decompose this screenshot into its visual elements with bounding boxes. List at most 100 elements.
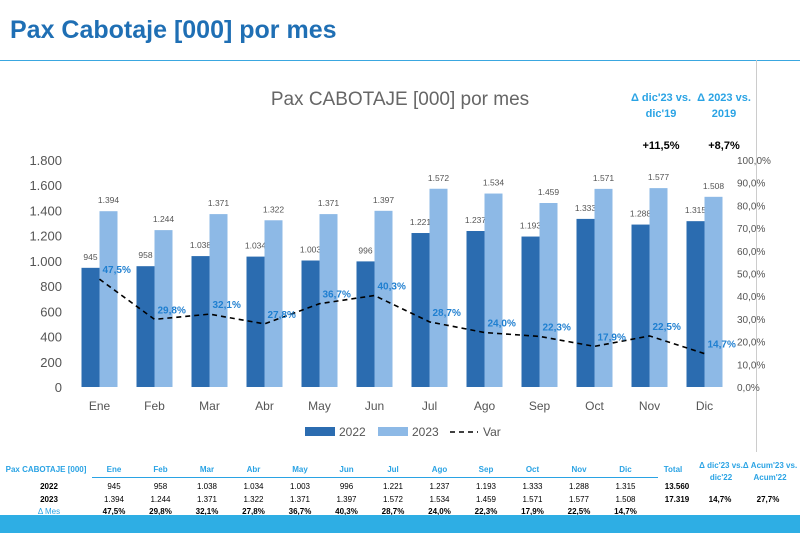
kpi-label: Δ 2023 vs. 2019 — [697, 92, 751, 120]
bar-label: 1.371 — [318, 198, 340, 208]
bar-label: 1.193 — [520, 221, 542, 231]
table-cell: 1.394 — [103, 494, 125, 504]
y2-tick-label: 30,0% — [737, 315, 765, 326]
y2-tick-label: 70,0% — [737, 224, 765, 235]
x-tick-label: Sep — [529, 399, 551, 413]
table-col-header: Abr — [246, 465, 261, 474]
table-cell: 1.315 — [615, 482, 636, 491]
bar-label: 1.322 — [263, 204, 285, 214]
table-cell: 1.508 — [615, 494, 636, 504]
bar-2023 — [264, 220, 283, 387]
bar-2022 — [191, 256, 210, 387]
x-tick-label: Nov — [639, 399, 660, 413]
legend-swatch-2023 — [378, 427, 408, 436]
y-tick-label: 200 — [40, 355, 62, 370]
var-label: 24,0% — [488, 319, 516, 330]
table-cell: 22,5% — [567, 507, 591, 516]
bar-2022 — [466, 231, 485, 387]
var-label: 36,7% — [323, 290, 351, 301]
table-total: 17.319 — [664, 494, 690, 504]
y-tick-label: 400 — [40, 330, 62, 345]
y2-tick-label: 50,0% — [737, 270, 765, 281]
bar-label: 1.221 — [410, 217, 432, 227]
table-col-header: Feb — [153, 465, 168, 474]
bar-2022 — [686, 221, 705, 387]
bar-2022 — [356, 261, 375, 387]
table-col-header: Ago — [431, 465, 448, 474]
bar-label: 1.244 — [153, 214, 175, 224]
title-divider — [0, 60, 800, 61]
bar-2023 — [539, 203, 558, 387]
bar-2022 — [136, 266, 155, 387]
x-tick-label: Feb — [144, 399, 165, 413]
x-tick-label: Jun — [365, 399, 384, 413]
y-tick-label: 1.800 — [29, 153, 62, 168]
bar-label: 1.003 — [300, 245, 322, 255]
kpi-2023-vs-2019: Δ 2023 vs. 2019 +8,7% — [694, 90, 754, 152]
bar-2022 — [631, 224, 650, 387]
table-row-label: 2023 — [40, 494, 58, 504]
table-cell: 36,7% — [288, 507, 312, 516]
table-cell: 47,5% — [102, 507, 126, 516]
table-header: Pax CABOTAJE [000] — [5, 465, 87, 474]
kpi-value: +11,5% — [642, 140, 680, 152]
table-cell: 1.577 — [568, 494, 590, 504]
kpi-value: +8,7% — [708, 140, 740, 152]
y2-tick-label: 60,0% — [737, 247, 765, 258]
bar-label: 1.288 — [630, 209, 652, 219]
bar-label: 1.508 — [703, 181, 725, 191]
bar-2023 — [209, 214, 228, 387]
table-cell: 29,8% — [149, 507, 172, 516]
var-label: 47,5% — [103, 265, 131, 276]
table-cell: 14,7% — [614, 507, 637, 516]
bar-2023 — [374, 210, 393, 387]
table-cell: 17,9% — [521, 507, 544, 516]
y2-tick-label: 90,0% — [737, 179, 765, 190]
table-cell: 27,8% — [242, 507, 265, 516]
table-cell: 1.534 — [429, 494, 450, 504]
bar-2023 — [154, 230, 173, 387]
bar-label: 1.333 — [575, 203, 597, 213]
footer-band — [0, 515, 800, 533]
table-cell: 996 — [339, 482, 354, 491]
table-cell: 1.397 — [336, 494, 357, 504]
y-tick-label: 1.400 — [29, 203, 62, 218]
x-tick-label: Ene — [89, 399, 111, 413]
table-cell: 1.459 — [475, 494, 497, 504]
table-col-header: Nov — [571, 465, 587, 474]
bar-2023 — [319, 214, 338, 387]
bar-2022 — [521, 236, 540, 387]
table-col-header: Oct — [525, 465, 540, 474]
bar-2022 — [576, 218, 595, 387]
chart-title: Pax CABOTAJE [000] por mes — [271, 89, 529, 110]
table-cell: 22,3% — [474, 507, 498, 516]
table-cell: 1.193 — [475, 482, 497, 491]
table-cell: 28,7% — [381, 507, 405, 516]
table-cell: 958 — [153, 482, 168, 491]
bar-label: 1.038 — [190, 240, 212, 250]
bar-label: 1.394 — [98, 195, 120, 205]
bar-2022 — [301, 260, 320, 387]
table-row-label: 2022 — [40, 482, 58, 491]
x-tick-label: Ago — [474, 399, 496, 413]
y2-tick-label: 0,0% — [737, 383, 760, 394]
x-tick-label: May — [308, 399, 331, 413]
bar-2023 — [484, 193, 503, 387]
table-col-header: Δ dic'23 vs. dic'22 — [699, 461, 743, 482]
table-col-header: Total — [663, 465, 683, 474]
bar-2022 — [246, 256, 265, 387]
table-cell: 1.572 — [382, 494, 404, 504]
table-cell: 1.221 — [382, 482, 404, 491]
table-total: 13.560 — [664, 482, 690, 491]
frame-border — [756, 60, 757, 452]
x-tick-label: Abr — [255, 399, 274, 413]
bar-2023 — [429, 188, 448, 387]
table-cell: 1.371 — [289, 494, 311, 504]
x-tick-label: Mar — [199, 399, 220, 413]
bar-2023 — [99, 211, 118, 387]
table-cell: 945 — [107, 482, 121, 491]
table-cell: 14,7% — [708, 494, 732, 504]
legend-label: Var — [483, 425, 501, 439]
kpi-dic23-vs-dic19: Δ dic'23 vs. dic'19 +11,5% — [620, 90, 702, 152]
x-tick-label: Oct — [585, 399, 604, 413]
